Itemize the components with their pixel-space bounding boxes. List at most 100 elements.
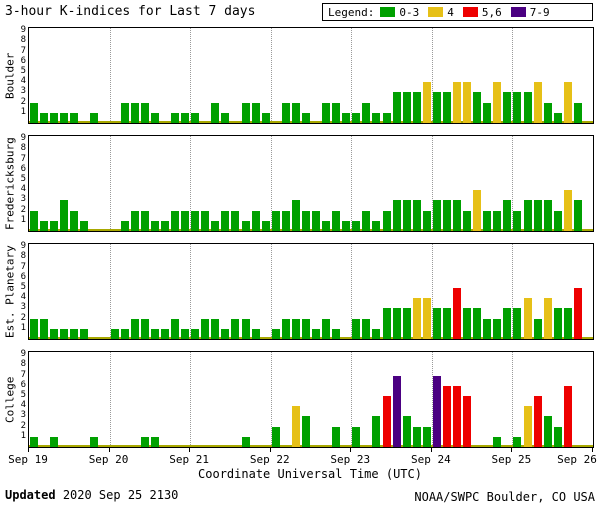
k-index-bar bbox=[412, 200, 421, 231]
k-index-bar bbox=[241, 220, 250, 231]
k-index-bar bbox=[573, 102, 582, 123]
k-index-bar bbox=[322, 220, 331, 231]
updated-text: Updated 2020 Sep 25 2130 bbox=[5, 488, 178, 502]
y-tick-label: 2 bbox=[20, 420, 26, 431]
k-index-bar bbox=[563, 190, 572, 231]
legend-item-label: 0-3 bbox=[399, 5, 420, 19]
k-index-bar bbox=[150, 220, 159, 231]
legend-item-green: 0-3 bbox=[380, 6, 419, 19]
k-index-bar bbox=[130, 210, 139, 231]
x-tick-mark bbox=[592, 448, 593, 452]
k-index-bar bbox=[301, 112, 310, 123]
k-index-bar bbox=[533, 396, 542, 447]
legend-item-label: 4 bbox=[447, 5, 454, 19]
k-index-bar bbox=[382, 210, 391, 231]
day-gridline bbox=[270, 28, 272, 123]
k-index-bar bbox=[382, 112, 391, 123]
k-index-bar bbox=[150, 328, 159, 339]
k-index-bar bbox=[483, 210, 492, 231]
k-index-bar bbox=[301, 416, 310, 447]
y-tick-label: 4 bbox=[20, 292, 26, 303]
day-gridline bbox=[351, 136, 353, 231]
k-index-bar bbox=[140, 102, 149, 123]
k-index-bar bbox=[402, 416, 411, 447]
k-index-bar bbox=[513, 210, 522, 231]
credit-text: NOAA/SWPC Boulder, CO USA bbox=[414, 490, 595, 504]
k-index-bar bbox=[251, 328, 260, 339]
legend-label: Legend: bbox=[328, 5, 375, 19]
k-index-bar bbox=[453, 385, 461, 447]
k-index-bar bbox=[543, 200, 552, 231]
y-tick-label: 3 bbox=[20, 194, 26, 205]
y-tick-label: 6 bbox=[20, 271, 26, 282]
k-index-bar bbox=[493, 436, 502, 447]
k-index-bar bbox=[60, 112, 69, 123]
k-index-bar bbox=[563, 308, 572, 339]
x-axis-ticks bbox=[0, 448, 600, 453]
k-index-bar bbox=[352, 220, 361, 231]
day-gridline bbox=[190, 136, 192, 231]
k-index-bar bbox=[211, 220, 220, 231]
k-index-bar bbox=[332, 210, 341, 231]
k-index-bar bbox=[70, 112, 79, 123]
k-index-bar bbox=[392, 200, 401, 231]
day-gridline bbox=[512, 28, 514, 123]
y-tick-label: 7 bbox=[20, 369, 26, 380]
k-index-bar bbox=[463, 82, 472, 123]
k-index-bar bbox=[181, 210, 190, 231]
y-tick-label: 1 bbox=[20, 106, 26, 117]
y-tick-label: 6 bbox=[20, 163, 26, 174]
k-index-bar bbox=[493, 82, 502, 123]
legend-item-label: 5,6 bbox=[481, 5, 502, 19]
x-tick-label: Sep 26 bbox=[557, 453, 597, 466]
legend-item-red: 5,6 bbox=[462, 5, 502, 19]
k-index-bar bbox=[573, 200, 582, 231]
k-index-bar bbox=[513, 308, 522, 339]
y-tick-label: 5 bbox=[20, 174, 26, 184]
updated-value: 2020 Sep 25 2130 bbox=[62, 488, 179, 502]
k-index-bar bbox=[251, 102, 260, 123]
k-index-bar bbox=[503, 92, 512, 123]
k-index-bar bbox=[442, 308, 451, 339]
zero-baseline bbox=[29, 337, 593, 339]
day-gridline bbox=[351, 28, 353, 123]
k-index-bar bbox=[241, 102, 250, 123]
k-index-bar bbox=[422, 298, 431, 339]
chart-title: 3-hour K-indices for Last 7 days bbox=[5, 4, 256, 19]
k-index-bar bbox=[483, 318, 492, 339]
k-index-bar bbox=[332, 102, 341, 123]
day-gridline bbox=[351, 244, 353, 339]
updated-label: Updated bbox=[5, 488, 56, 502]
legend: Legend: 0-3 4 5,6 7-9 bbox=[322, 3, 593, 21]
k-index-bar bbox=[402, 200, 411, 231]
k-index-bar bbox=[533, 318, 542, 339]
legend-item-label: 7-9 bbox=[529, 5, 550, 19]
k-index-bar bbox=[251, 210, 260, 231]
day-gridline bbox=[351, 352, 353, 447]
k-index-bar bbox=[402, 92, 411, 123]
k-index-bar bbox=[533, 82, 542, 123]
x-tick-label: Sep 19 bbox=[8, 453, 48, 466]
k-index-bar bbox=[60, 200, 69, 231]
k-index-bar bbox=[493, 318, 502, 339]
y-tick-label: 1 bbox=[20, 430, 26, 441]
y-tick-label: 2 bbox=[20, 312, 26, 323]
k-index-bar bbox=[342, 112, 351, 123]
day-gridline bbox=[190, 28, 192, 123]
day-gridline bbox=[431, 352, 433, 447]
k-index-bar bbox=[50, 112, 59, 123]
k-index-bar bbox=[563, 82, 572, 123]
k-index-bar bbox=[463, 308, 472, 339]
k-index-bar bbox=[442, 385, 451, 447]
day-gridline bbox=[431, 244, 433, 339]
zero-baseline bbox=[29, 121, 593, 123]
k-index-bar bbox=[50, 220, 59, 231]
k-index-bar bbox=[110, 328, 119, 339]
x-tick-label: Sep 22 bbox=[249, 453, 290, 466]
y-tick-label: 9 bbox=[20, 349, 26, 360]
k-index-bar bbox=[422, 426, 431, 447]
green-swatch-icon bbox=[380, 7, 396, 17]
day-gridline bbox=[270, 352, 272, 447]
k-index-bar bbox=[171, 318, 179, 339]
y-tick-label: 9 bbox=[20, 241, 26, 252]
